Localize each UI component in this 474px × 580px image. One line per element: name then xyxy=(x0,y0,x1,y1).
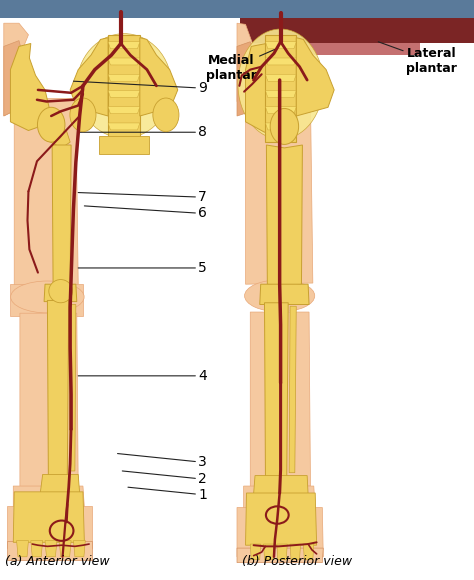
Polygon shape xyxy=(260,284,309,304)
Polygon shape xyxy=(10,44,50,130)
Polygon shape xyxy=(108,107,140,114)
Bar xyxy=(240,43,420,55)
Polygon shape xyxy=(13,486,84,508)
Text: 9: 9 xyxy=(73,81,207,95)
Polygon shape xyxy=(246,99,313,284)
Polygon shape xyxy=(4,41,26,116)
Text: Lateral
plantar: Lateral plantar xyxy=(378,42,457,75)
Polygon shape xyxy=(237,23,258,107)
Polygon shape xyxy=(31,541,43,557)
Polygon shape xyxy=(108,90,140,97)
Ellipse shape xyxy=(153,98,179,132)
Polygon shape xyxy=(13,492,84,542)
Polygon shape xyxy=(265,42,296,49)
Ellipse shape xyxy=(270,108,299,144)
Polygon shape xyxy=(20,313,78,487)
Bar xyxy=(240,18,474,43)
Polygon shape xyxy=(265,74,296,81)
Polygon shape xyxy=(108,74,140,81)
Polygon shape xyxy=(266,145,302,288)
Ellipse shape xyxy=(238,29,323,139)
Polygon shape xyxy=(264,544,274,560)
Bar xyxy=(0,0,474,18)
Polygon shape xyxy=(44,284,77,302)
Ellipse shape xyxy=(245,280,315,312)
Polygon shape xyxy=(7,541,92,560)
Polygon shape xyxy=(4,23,28,116)
Text: (a) Anterior view: (a) Anterior view xyxy=(5,554,109,568)
Polygon shape xyxy=(254,476,308,494)
Ellipse shape xyxy=(70,98,96,132)
Polygon shape xyxy=(59,541,71,557)
Text: 3: 3 xyxy=(118,454,207,469)
Polygon shape xyxy=(108,123,140,130)
Polygon shape xyxy=(43,125,70,148)
Polygon shape xyxy=(303,544,314,560)
Polygon shape xyxy=(265,90,296,97)
Text: 6: 6 xyxy=(84,206,207,220)
Polygon shape xyxy=(237,508,323,557)
Polygon shape xyxy=(7,506,92,548)
Polygon shape xyxy=(237,42,260,116)
Polygon shape xyxy=(265,58,296,65)
Polygon shape xyxy=(99,136,149,154)
Polygon shape xyxy=(70,38,108,116)
Polygon shape xyxy=(244,486,315,509)
Polygon shape xyxy=(265,123,296,130)
Ellipse shape xyxy=(37,107,65,142)
Polygon shape xyxy=(69,304,76,471)
Polygon shape xyxy=(108,42,140,49)
Polygon shape xyxy=(265,35,296,142)
Polygon shape xyxy=(40,474,80,493)
Polygon shape xyxy=(47,300,69,476)
Text: Medial
plantar: Medial plantar xyxy=(206,45,284,82)
Polygon shape xyxy=(277,544,287,560)
Text: 8: 8 xyxy=(78,125,207,139)
Ellipse shape xyxy=(49,280,73,303)
Polygon shape xyxy=(17,541,28,557)
Text: 4: 4 xyxy=(78,369,207,383)
Text: 2: 2 xyxy=(122,471,207,486)
Polygon shape xyxy=(108,35,140,139)
Polygon shape xyxy=(289,306,296,473)
Text: 1: 1 xyxy=(128,487,207,502)
Text: (b) Posterior view: (b) Posterior view xyxy=(242,554,352,568)
Polygon shape xyxy=(140,38,178,116)
Ellipse shape xyxy=(77,34,172,138)
Ellipse shape xyxy=(11,281,84,313)
Polygon shape xyxy=(296,38,334,116)
Polygon shape xyxy=(290,544,301,560)
Polygon shape xyxy=(10,284,83,316)
Polygon shape xyxy=(237,548,323,563)
Text: 5: 5 xyxy=(78,261,207,275)
Polygon shape xyxy=(45,541,57,557)
Polygon shape xyxy=(246,493,317,545)
Polygon shape xyxy=(246,44,285,132)
Text: 7: 7 xyxy=(78,190,207,204)
Polygon shape xyxy=(250,312,310,487)
Polygon shape xyxy=(52,145,71,284)
Polygon shape xyxy=(265,107,296,114)
Polygon shape xyxy=(73,541,85,557)
Polygon shape xyxy=(264,303,288,477)
Polygon shape xyxy=(108,58,140,65)
Polygon shape xyxy=(250,544,261,560)
Polygon shape xyxy=(14,99,78,287)
